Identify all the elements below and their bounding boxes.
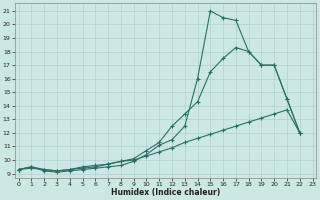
X-axis label: Humidex (Indice chaleur): Humidex (Indice chaleur)	[111, 188, 220, 197]
